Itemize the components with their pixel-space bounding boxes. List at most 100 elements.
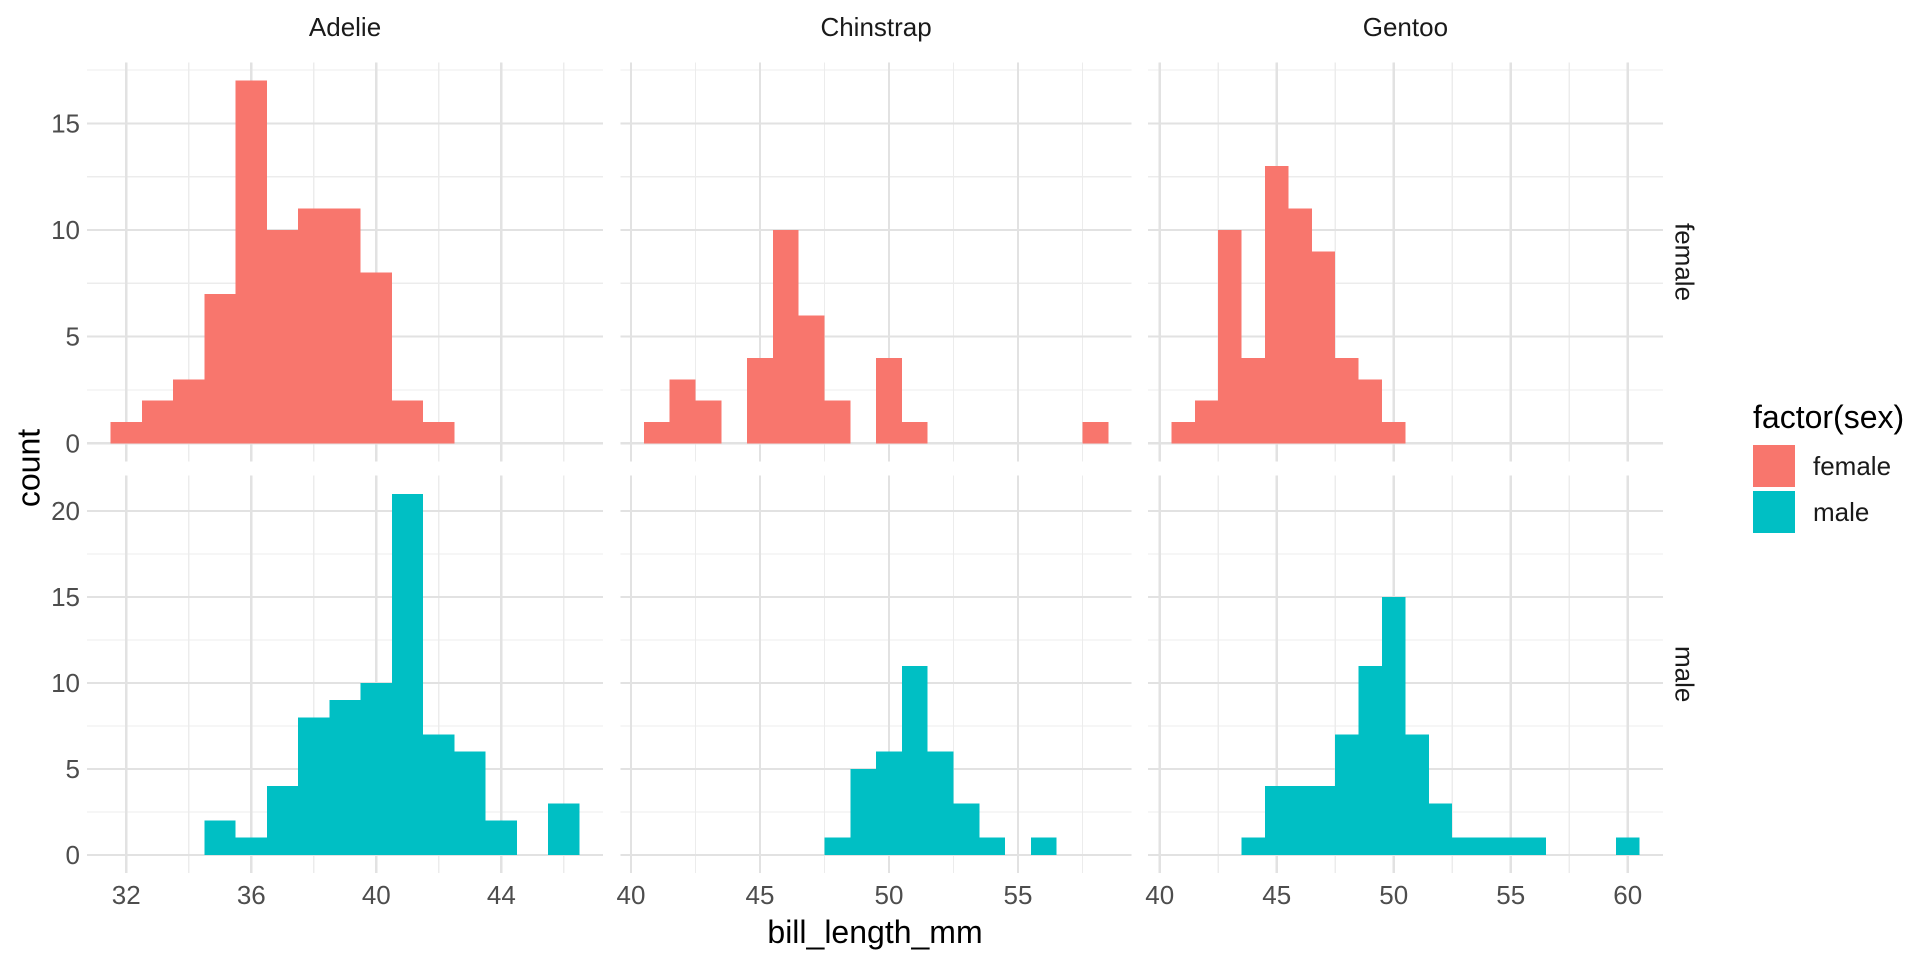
histogram-bar-chinstrap-female-51	[901, 421, 928, 444]
y-tick-label: 0	[66, 428, 80, 458]
x-tick-label: 55	[1004, 880, 1033, 910]
histogram-bar-gentoo-female-48	[1335, 357, 1359, 444]
histogram-bar-adelie-female-36	[235, 80, 267, 444]
x-tick-label: 60	[1613, 880, 1642, 910]
facet-col-label-chinstrap: Chinstrap	[820, 12, 932, 42]
histogram-bar-adelie-male-38	[298, 717, 330, 855]
x-tick-label: 40	[617, 880, 646, 910]
histogram-bar-adelie-male-36	[235, 837, 267, 855]
histogram-bar-chinstrap-female-42	[669, 379, 696, 444]
histogram-bar-adelie-female-39	[329, 208, 361, 444]
x-tick-label: 45	[746, 880, 775, 910]
legend-item-male: male	[1753, 491, 1920, 533]
histogram-bar-gentoo-male-54	[1475, 837, 1499, 855]
histogram-bar-adelie-female-32	[110, 421, 142, 444]
x-tick-label: 40	[1145, 880, 1174, 910]
histogram-bar-gentoo-male-52	[1428, 803, 1453, 855]
x-tick-label: 50	[1379, 880, 1408, 910]
histogram-bar-adelie-female-34	[173, 379, 205, 444]
histogram-bar-gentoo-male-49	[1358, 665, 1382, 855]
histogram-bar-gentoo-female-43	[1218, 230, 1242, 444]
histogram-bar-chinstrap-male-51	[901, 665, 928, 855]
legend-label-male: male	[1813, 496, 1870, 527]
histogram-bar-adelie-female-37	[266, 230, 299, 444]
legend: factor(sex) female male	[1753, 398, 1920, 537]
histogram-bar-adelie-male-37	[266, 786, 299, 855]
histogram-bar-adelie-male-40	[360, 682, 392, 855]
x-tick-label: 50	[875, 880, 904, 910]
facet-row-label-female: female	[1669, 222, 1700, 302]
legend-swatch-male	[1753, 491, 1795, 533]
histogram-bar-chinstrap-female-50	[876, 357, 902, 444]
y-tick-label: 15	[51, 582, 80, 612]
histogram-bar-adelie-female-35	[204, 293, 236, 444]
histogram-bar-gentoo-female-45	[1265, 166, 1289, 444]
histogram-bar-adelie-male-46	[548, 803, 580, 855]
histogram-bar-adelie-female-33	[141, 400, 174, 444]
y-axis-title: count	[10, 428, 47, 508]
histogram-bar-chinstrap-female-46	[772, 230, 799, 444]
legend-item-female: female	[1753, 445, 1920, 487]
facet-col-label-gentoo: Gentoo	[1362, 12, 1449, 42]
legend-label-female: female	[1813, 450, 1892, 481]
histogram-bar-chinstrap-female-48	[824, 400, 851, 444]
histogram-bar-gentoo-male-51	[1405, 734, 1429, 855]
histogram-bar-chinstrap-female-41	[643, 421, 670, 444]
histogram-bar-adelie-female-41	[391, 400, 424, 444]
x-axis-title: bill_length_mm	[767, 914, 983, 950]
histogram-bar-chinstrap-female-58	[1082, 421, 1109, 444]
x-tick-label: 44	[487, 880, 516, 910]
histogram-bar-chinstrap-male-49	[850, 768, 877, 855]
x-tick-label: 36	[237, 880, 266, 910]
histogram-bar-gentoo-male-53	[1452, 837, 1476, 855]
histogram-bar-adelie-female-40	[360, 272, 392, 444]
histogram-bar-chinstrap-male-53	[953, 803, 980, 855]
facet-row-label-male: male	[1669, 646, 1700, 703]
histogram-bar-adelie-male-43	[454, 751, 486, 855]
y-tick-label: 5	[66, 322, 80, 352]
histogram-bar-gentoo-male-56	[1522, 837, 1546, 855]
histogram-bar-chinstrap-male-48	[824, 837, 851, 855]
y-tick-label: 5	[66, 754, 80, 784]
y-tick-label: 10	[51, 668, 80, 698]
histogram-bar-gentoo-female-44	[1241, 357, 1265, 444]
histogram-bar-gentoo-female-41	[1171, 421, 1195, 444]
facet-col-label-adelie: Adelie	[308, 12, 382, 42]
histogram-bar-gentoo-male-50	[1382, 596, 1406, 855]
histogram-bar-adelie-male-35	[204, 820, 236, 855]
histogram-bar-chinstrap-male-52	[927, 751, 954, 855]
histogram-bar-adelie-male-44	[485, 820, 517, 855]
histogram-bar-adelie-female-42	[423, 421, 455, 444]
histogram-bar-adelie-male-42	[423, 734, 455, 855]
y-tick-label: 0	[66, 840, 80, 870]
histogram-bar-chinstrap-male-56	[1030, 837, 1057, 855]
histogram-bar-adelie-male-39	[329, 700, 361, 855]
y-tick-label: 10	[51, 215, 80, 245]
histogram-bar-adelie-female-38	[298, 208, 330, 444]
x-tick-label: 32	[112, 880, 141, 910]
histogram-bar-gentoo-female-50	[1382, 421, 1406, 444]
legend-swatch-female	[1753, 445, 1795, 487]
histogram-bar-gentoo-male-60	[1616, 837, 1640, 855]
histogram-bar-chinstrap-male-50	[876, 751, 902, 855]
histogram-bar-gentoo-male-48	[1335, 734, 1359, 855]
y-tick-label: 15	[51, 108, 80, 138]
x-tick-label: 45	[1262, 880, 1291, 910]
histogram-bar-chinstrap-female-43	[695, 400, 722, 444]
histogram-bar-gentoo-male-44	[1241, 837, 1265, 855]
histogram-bar-gentoo-male-45	[1265, 786, 1289, 855]
histogram-bar-chinstrap-female-45	[747, 357, 773, 444]
histogram-bar-gentoo-female-49	[1358, 379, 1382, 444]
legend-title: factor(sex)	[1753, 399, 1905, 435]
histogram-bar-gentoo-female-47	[1311, 251, 1336, 444]
y-tick-label: 20	[51, 496, 80, 526]
x-tick-label: 40	[362, 880, 391, 910]
histogram-bar-gentoo-male-47	[1311, 786, 1336, 855]
histogram-bar-gentoo-female-46	[1288, 208, 1312, 444]
histogram-bar-adelie-male-41	[391, 493, 424, 855]
histogram-bar-gentoo-female-42	[1194, 400, 1219, 444]
x-tick-label: 55	[1496, 880, 1525, 910]
histogram-bar-gentoo-male-55	[1499, 837, 1523, 855]
